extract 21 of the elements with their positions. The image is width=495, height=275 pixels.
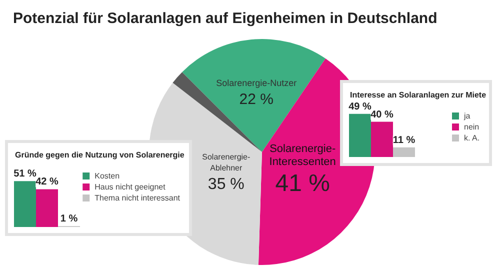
legend-label: ja	[462, 112, 471, 120]
chart-title: Potenzial für Solaranlagen auf Eigenheimen in Deutschland	[13, 10, 438, 27]
legend-label: Thema nicht interessant	[94, 194, 181, 202]
data-label: 11 %	[392, 134, 416, 146]
slice-label: Solarenergie- Ablehner	[202, 152, 251, 172]
legend-label: k. A.	[464, 134, 480, 142]
legend-label: Haus nicht geeignet	[94, 182, 166, 192]
data-label: 49 %	[348, 101, 372, 112]
chart-title: Interesse an Solaranlagen zur Miete	[350, 90, 487, 100]
legend-label: Kosten	[94, 172, 120, 180]
slice-label: Solarenergie-Nutzer	[216, 78, 297, 88]
data-label: 1 %	[60, 214, 78, 225]
slice-label: Solarenergie- Interessenten	[269, 142, 336, 168]
data-label: 35 %	[208, 176, 244, 193]
legend-label: nein	[464, 122, 480, 132]
data-label: 51 %	[14, 168, 37, 180]
data-label: 22 %	[239, 90, 274, 108]
data-label: 40 %	[370, 109, 394, 120]
data-label: 41 %	[275, 170, 330, 197]
chart-title: Gründe gegen die Nutzung von Solarenergie	[15, 150, 185, 160]
data-label: 42 %	[36, 176, 59, 188]
